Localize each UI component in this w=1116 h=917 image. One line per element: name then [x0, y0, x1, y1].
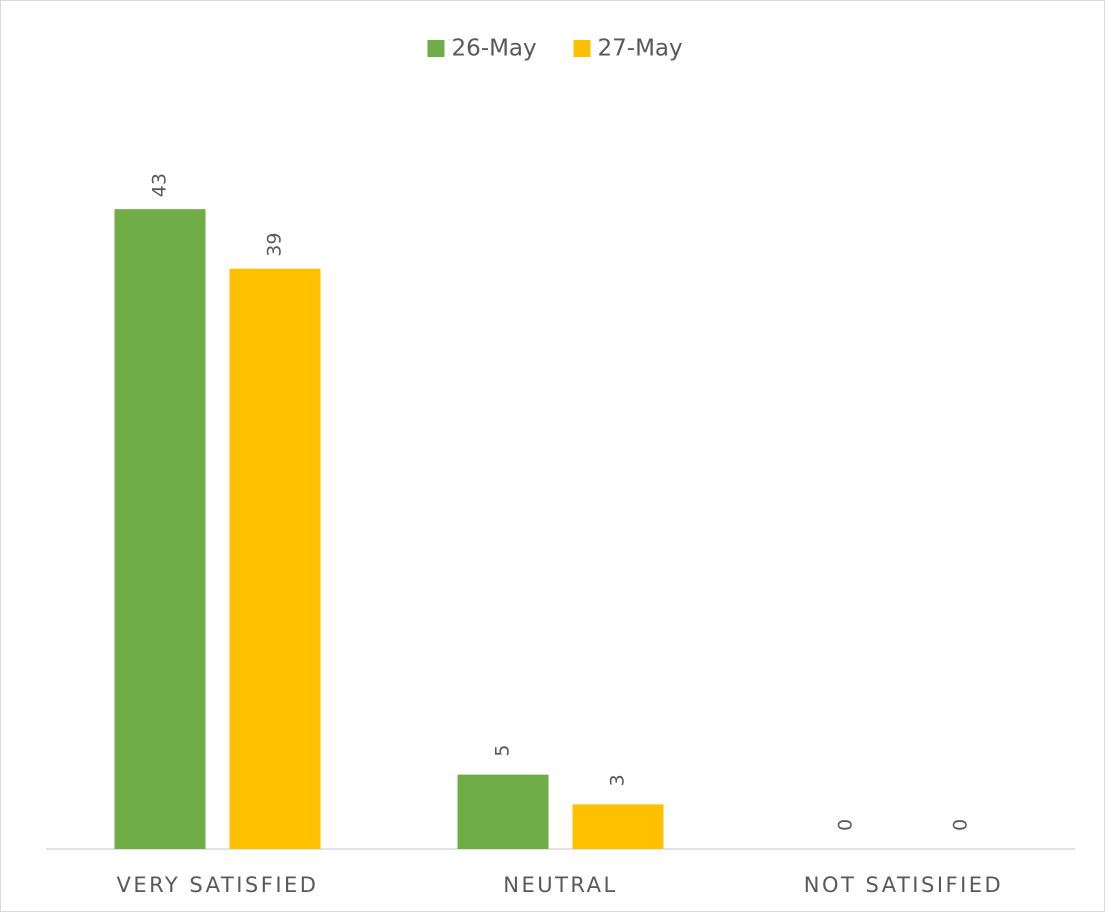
legend-swatch — [427, 40, 445, 57]
data-label: 39 — [264, 233, 286, 257]
data-label: 43 — [149, 173, 171, 197]
x-tick-label: NEUTRAL — [503, 873, 617, 897]
bar — [572, 804, 664, 849]
bar — [457, 774, 549, 849]
legend-label: 26-May — [452, 36, 537, 62]
bar — [229, 268, 321, 849]
data-label: 0 — [835, 819, 857, 831]
data-label: 3 — [607, 774, 629, 786]
legend-label: 27-May — [598, 36, 683, 62]
x-tick-label: NOT SATISIFIED — [804, 873, 1003, 897]
data-label: 5 — [492, 745, 514, 757]
legend-swatch — [573, 40, 591, 57]
bar — [114, 209, 206, 849]
data-label: 0 — [950, 819, 972, 831]
x-tick-label: VERY SATISFIED — [117, 873, 319, 897]
